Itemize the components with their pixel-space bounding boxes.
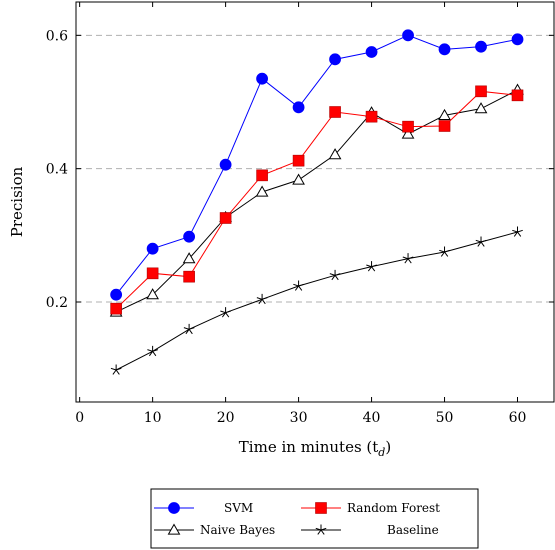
point-svm-4 <box>256 72 268 85</box>
point-svm-6 <box>329 53 341 66</box>
series-naive-bayes <box>109 83 524 317</box>
legend-label-svm: SVM <box>224 501 253 515</box>
point-baseline-3 <box>220 307 231 318</box>
plot-frame <box>75 1 555 403</box>
x-tick-label-1: 10 <box>144 410 162 426</box>
y-tick-label-1: 0.4 <box>46 162 68 178</box>
point-random-forest-11 <box>511 89 524 102</box>
point-random-forest-6 <box>329 106 341 118</box>
point-svm-0 <box>110 288 123 301</box>
x-tick-label-4: 40 <box>363 410 381 426</box>
point-random-forest-8 <box>402 120 414 133</box>
axis-ticks: 0 10 20 30 40 50 60 0.2 0.4 0.6 <box>46 2 554 426</box>
legend-marker-svm <box>168 502 180 514</box>
point-naive-bayes-9 <box>438 108 451 120</box>
series-baseline <box>110 226 523 375</box>
point-random-forest-7 <box>365 110 378 123</box>
legend-entry-random-forest: Random Forest <box>301 501 440 515</box>
point-svm-9 <box>438 43 451 56</box>
point-svm-3 <box>219 158 232 171</box>
point-naive-bayes-10 <box>474 102 488 114</box>
y-axis-label: Precision <box>8 166 26 237</box>
x-axis-label: Time in minutes (td) <box>239 438 391 459</box>
point-random-forest-2 <box>183 270 195 283</box>
y-tick-label-0: 0.2 <box>46 295 68 311</box>
point-random-forest-1 <box>146 267 159 280</box>
x-tick-label-0: 0 <box>75 410 84 426</box>
series-layer <box>109 29 524 375</box>
point-naive-bayes-4 <box>255 185 269 197</box>
point-baseline-5 <box>293 280 304 291</box>
point-naive-bayes-2 <box>182 252 196 264</box>
legend-label-baseline: Baseline <box>387 523 439 537</box>
series-line-svm <box>115 34 518 295</box>
point-random-forest-5 <box>292 154 305 167</box>
series-svm <box>110 29 524 301</box>
point-random-forest-3 <box>219 212 232 224</box>
point-baseline-0 <box>110 364 122 375</box>
point-svm-11 <box>511 33 524 46</box>
point-svm-1 <box>146 242 159 255</box>
point-baseline-11 <box>512 226 523 237</box>
point-svm-2 <box>183 230 196 243</box>
x-tick-label-5: 50 <box>436 410 454 426</box>
legend-entry-baseline: Baseline <box>301 523 439 537</box>
point-baseline-2 <box>183 323 195 335</box>
legend-entry-naive-bayes: Naive Bayes <box>154 523 275 537</box>
legend-marker-naive-bayes <box>167 523 181 535</box>
x-tick-label-2: 20 <box>217 410 235 426</box>
y-tick-label-2: 0.6 <box>46 28 68 44</box>
legend-marker-random-forest <box>315 502 327 514</box>
point-naive-bayes-6 <box>328 148 342 160</box>
point-random-forest-10 <box>475 85 487 98</box>
point-naive-bayes-8 <box>401 127 415 139</box>
point-baseline-10 <box>475 236 487 247</box>
point-random-forest-9 <box>438 120 451 132</box>
point-random-forest-0 <box>110 302 122 315</box>
point-baseline-7 <box>366 261 377 272</box>
legend-label-naive-bayes: Naive Bayes <box>200 523 275 537</box>
point-baseline-6 <box>329 269 341 281</box>
point-svm-7 <box>365 46 378 58</box>
legend-marker-baseline <box>315 524 327 535</box>
x-tick-label-3: 30 <box>290 410 308 426</box>
point-svm-8 <box>402 29 414 42</box>
point-naive-bayes-1 <box>146 288 159 300</box>
point-naive-bayes-5 <box>292 173 305 185</box>
legend-label-random-forest: Random Forest <box>347 501 440 515</box>
series-line-naive-bayes <box>115 89 518 313</box>
legend-entry-svm: SVM <box>154 501 253 515</box>
x-tick-label-6: 60 <box>509 410 527 426</box>
point-svm-5 <box>292 101 305 114</box>
point-baseline-4 <box>256 293 268 305</box>
point-baseline-1 <box>147 345 159 357</box>
series-line-random-forest <box>115 90 518 310</box>
series-line-baseline <box>115 231 518 371</box>
point-baseline-8 <box>402 253 414 264</box>
point-baseline-9 <box>439 246 450 257</box>
point-random-forest-4 <box>256 169 268 182</box>
legend: SVM Random Forest Naive Bayes Baseline <box>150 488 479 549</box>
legend-box <box>150 488 479 549</box>
series-random-forest <box>110 85 524 315</box>
point-svm-10 <box>475 40 487 53</box>
